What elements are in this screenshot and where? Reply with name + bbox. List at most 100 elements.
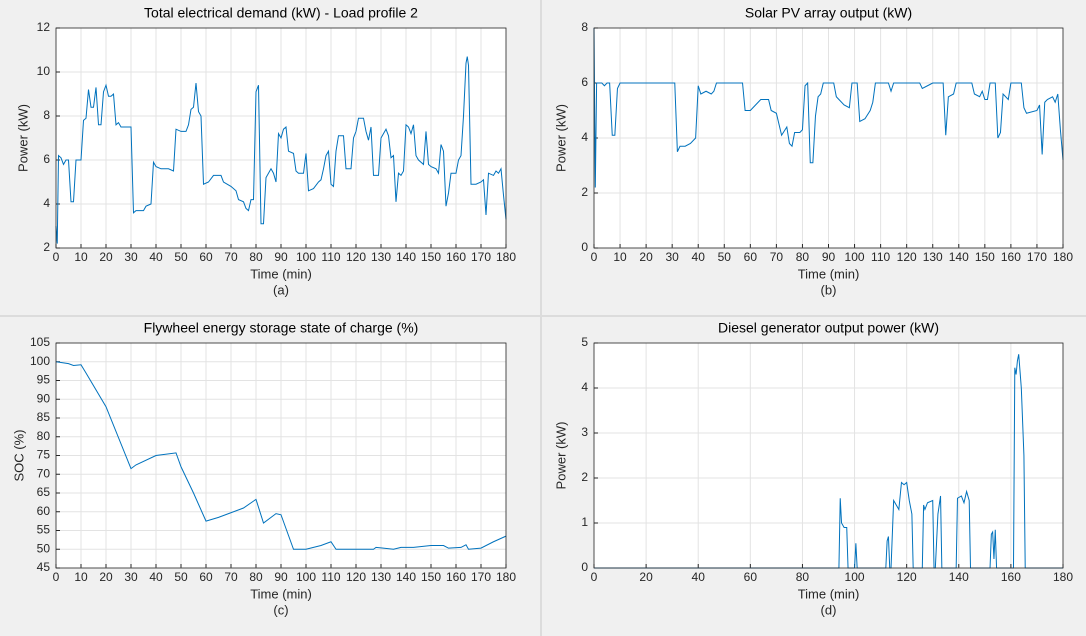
y-tick-label: 0 — [581, 560, 588, 574]
y-tick-label: 6 — [43, 152, 50, 166]
x-tick-label: 100 — [296, 250, 316, 264]
plot-area — [594, 343, 1063, 568]
y-axis-label: Power (kW) — [553, 104, 568, 172]
axes-box — [55, 342, 507, 569]
x-tick-label: 150 — [421, 570, 441, 584]
x-tick-label: 30 — [124, 570, 138, 584]
x-tick-label: 130 — [923, 250, 943, 264]
x-tick-label: 30 — [665, 250, 679, 264]
data-line — [55, 361, 507, 550]
caption: (a) — [273, 282, 289, 297]
caption: (b) — [821, 282, 837, 297]
caption: (d) — [821, 602, 837, 617]
x-tick-label: 120 — [897, 570, 917, 584]
y-tick-label: 60 — [37, 504, 51, 518]
x-tick-label: 150 — [975, 250, 995, 264]
x-tick-label: 90 — [274, 250, 288, 264]
y-tick-label: 65 — [37, 485, 51, 499]
y-axis-label: Power (kW) — [15, 104, 30, 172]
x-tick-label: 80 — [249, 250, 263, 264]
x-tick-label: 160 — [446, 570, 466, 584]
y-tick-label: 2 — [581, 185, 588, 199]
x-axis-label: Time (min) — [798, 266, 860, 281]
x-tick-label: 140 — [396, 250, 416, 264]
x-tick-label: 110 — [321, 570, 340, 584]
x-axis-label: Time (min) — [250, 586, 312, 601]
x-tick-label: 180 — [1053, 250, 1073, 264]
y-tick-label: 5 — [581, 335, 588, 349]
x-tick-label: 0 — [53, 570, 60, 584]
x-tick-label: 110 — [871, 250, 890, 264]
x-tick-label: 160 — [1001, 250, 1021, 264]
y-tick-label: 105 — [30, 335, 50, 349]
y-axis-label: Power (kW) — [553, 422, 568, 490]
x-tick-label: 50 — [718, 250, 732, 264]
y-tick-label: 2 — [581, 470, 588, 484]
y-tick-label: 8 — [581, 20, 588, 34]
y-tick-label: 75 — [37, 448, 51, 462]
data-line — [55, 56, 507, 244]
y-tick-label: 95 — [37, 373, 51, 387]
x-tick-label: 50 — [174, 250, 188, 264]
y-tick-label: 4 — [581, 380, 588, 394]
axes-box — [593, 342, 1064, 569]
chart-title: Total electrical demand (kW) - Load prof… — [144, 5, 418, 21]
x-tick-label: 40 — [692, 570, 706, 584]
y-tick-label: 90 — [37, 391, 51, 405]
y-tick-label: 2 — [43, 240, 50, 254]
x-axis-label: Time (min) — [250, 266, 312, 281]
axes-box — [593, 27, 1064, 249]
x-tick-label: 120 — [346, 570, 366, 584]
x-axis-label: Time (min) — [798, 586, 860, 601]
x-tick-label: 60 — [744, 250, 758, 264]
y-tick-label: 100 — [30, 354, 50, 368]
x-tick-label: 180 — [1053, 570, 1073, 584]
x-tick-label: 130 — [371, 250, 391, 264]
x-tick-label: 10 — [613, 250, 627, 264]
y-tick-label: 1 — [581, 515, 588, 529]
x-tick-label: 70 — [224, 250, 238, 264]
x-tick-label: 120 — [897, 250, 917, 264]
y-tick-label: 8 — [43, 108, 50, 122]
y-tick-label: 50 — [37, 541, 51, 555]
x-tick-label: 180 — [496, 250, 516, 264]
x-tick-label: 90 — [822, 250, 836, 264]
y-tick-label: 3 — [581, 425, 588, 439]
x-tick-label: 20 — [99, 250, 113, 264]
x-tick-label: 0 — [591, 570, 598, 584]
y-tick-label: 80 — [37, 429, 51, 443]
y-tick-label: 45 — [37, 560, 51, 574]
x-tick-label: 0 — [53, 250, 60, 264]
x-tick-label: 60 — [199, 570, 213, 584]
x-tick-label: 20 — [639, 570, 653, 584]
x-tick-label: 20 — [639, 250, 653, 264]
x-tick-label: 100 — [845, 250, 865, 264]
chart-title: Diesel generator output power (kW) — [718, 320, 939, 336]
x-tick-label: 80 — [796, 250, 810, 264]
x-tick-label: 0 — [591, 250, 598, 264]
caption: (c) — [273, 602, 288, 617]
y-tick-label: 55 — [37, 523, 51, 537]
x-tick-label: 140 — [949, 250, 969, 264]
chart-title: Flywheel energy storage state of charge … — [144, 320, 419, 336]
x-tick-label: 170 — [1027, 250, 1047, 264]
x-tick-label: 140 — [949, 570, 969, 584]
x-tick-label: 130 — [371, 570, 391, 584]
x-tick-label: 90 — [274, 570, 288, 584]
y-tick-label: 6 — [581, 75, 588, 89]
y-tick-label: 70 — [37, 466, 51, 480]
x-tick-label: 80 — [796, 570, 810, 584]
x-tick-label: 30 — [124, 250, 138, 264]
x-tick-label: 140 — [396, 570, 416, 584]
x-tick-label: 60 — [744, 570, 758, 584]
x-tick-label: 160 — [446, 250, 466, 264]
x-tick-label: 10 — [74, 250, 88, 264]
x-tick-label: 80 — [249, 570, 263, 584]
x-tick-label: 170 — [471, 570, 491, 584]
x-tick-label: 40 — [149, 570, 163, 584]
x-tick-label: 100 — [845, 570, 865, 584]
x-tick-label: 160 — [1001, 570, 1021, 584]
axes-box — [55, 27, 507, 249]
y-tick-label: 85 — [37, 410, 51, 424]
